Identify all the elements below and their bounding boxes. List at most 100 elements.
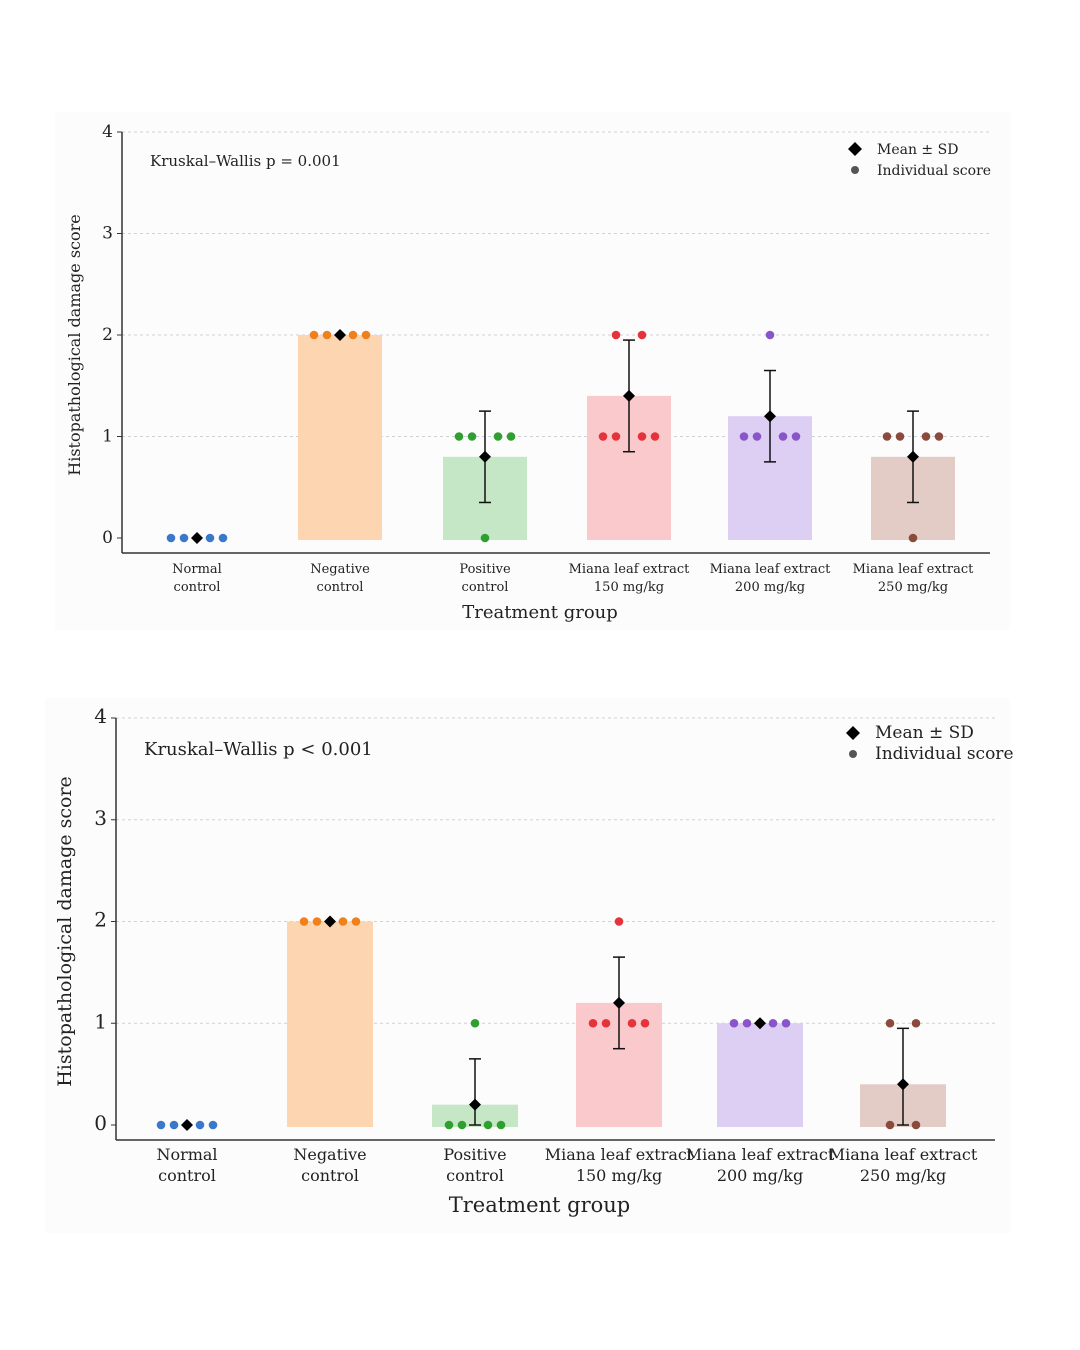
chart-bottom-svg: 0 1 2 3 4 Normal control Negative control Positiv… xyxy=(54,704,1014,1217)
x-tick-label: control xyxy=(158,1166,216,1185)
y-tick-label: 1 xyxy=(94,1009,107,1033)
y-axis-title: Histopathological damage score xyxy=(65,214,84,476)
data-point xyxy=(911,1018,921,1028)
data-point xyxy=(467,432,477,441)
bar xyxy=(717,1023,803,1127)
x-tick-label: Normal xyxy=(172,562,222,577)
data-point xyxy=(470,1018,480,1028)
x-tick-label: Miana leaf extract xyxy=(853,562,975,577)
x-tick-label: 150 mg/kg xyxy=(576,1166,662,1185)
data-point xyxy=(299,917,309,926)
data-point xyxy=(312,917,322,926)
mean-marker xyxy=(907,450,919,463)
y-tick-label: 1 xyxy=(102,427,113,447)
mean-marker xyxy=(764,410,776,423)
bar xyxy=(287,921,373,1127)
y-tick-label: 4 xyxy=(102,122,113,142)
x-tick-label: Miana leaf extract xyxy=(829,1145,978,1164)
x-tick-label: Miana leaf extract xyxy=(686,1145,835,1164)
x-tick-label: control xyxy=(174,580,221,595)
data-point xyxy=(348,330,358,340)
y-tick-label: 3 xyxy=(102,224,113,244)
data-point xyxy=(506,432,516,441)
data-point xyxy=(650,432,660,441)
chart-top-svg: 0 1 2 3 4 Normal control Negative control Positiv… xyxy=(65,122,991,623)
data-point xyxy=(640,1018,650,1028)
data-point xyxy=(496,1120,506,1130)
data-point xyxy=(338,917,348,926)
x-axis-title: Treatment group xyxy=(462,602,618,623)
data-point xyxy=(483,1120,493,1130)
data-point xyxy=(493,432,503,441)
legend-mean-icon xyxy=(848,142,862,156)
x-tick-label: Positive xyxy=(459,562,511,577)
data-point xyxy=(765,330,775,340)
data-point xyxy=(309,330,319,340)
data-point xyxy=(444,1120,454,1130)
chart-top: 0 1 2 3 4 Normal control Negative control Positiv… xyxy=(55,112,1010,630)
mean-marker xyxy=(897,1078,909,1091)
data-point xyxy=(895,432,905,441)
data-point xyxy=(637,432,647,441)
data-point xyxy=(781,1018,791,1028)
data-point xyxy=(611,330,621,340)
legend-mean-label: Mean ± SD xyxy=(875,723,974,743)
data-point xyxy=(480,533,490,543)
legend-point-label: Individual score xyxy=(875,744,1014,764)
x-tick-label: Negative xyxy=(310,562,370,577)
mean-marker xyxy=(613,996,625,1009)
data-point xyxy=(351,917,361,926)
chart-bottom: 0 1 2 3 4 Normal control Negative control Positiv… xyxy=(45,698,1014,1233)
x-tick-label: 250 mg/kg xyxy=(878,580,948,595)
data-point xyxy=(739,432,749,441)
data-point xyxy=(911,1120,921,1130)
data-point xyxy=(218,533,228,543)
data-point xyxy=(614,917,624,926)
data-point xyxy=(885,1018,895,1028)
data-point xyxy=(729,1018,739,1028)
data-point xyxy=(457,1120,467,1130)
legend-point-icon xyxy=(849,750,857,758)
x-tick-label: Positive xyxy=(443,1145,506,1164)
data-point xyxy=(637,330,647,340)
data-point xyxy=(208,1120,218,1130)
data-point xyxy=(588,1018,598,1028)
y-tick-label: 3 xyxy=(94,806,107,830)
data-point xyxy=(322,330,332,340)
data-point xyxy=(921,432,931,441)
legend-mean-icon xyxy=(846,726,860,740)
kruskal-wallis-annotation: Kruskal–Wallis p = 0.001 xyxy=(150,152,341,170)
data-point xyxy=(611,432,621,441)
data-point xyxy=(601,1018,611,1028)
y-tick-label: 2 xyxy=(102,325,113,345)
mean-marker xyxy=(324,915,336,928)
x-axis-title: Treatment group xyxy=(449,1193,631,1217)
bar xyxy=(298,335,382,540)
x-tick-label: control xyxy=(462,580,509,595)
data-point xyxy=(598,432,608,441)
y-tick-label: 4 xyxy=(94,704,107,728)
y-tick-label: 0 xyxy=(94,1111,107,1135)
data-point xyxy=(768,1018,778,1028)
kruskal-wallis-annotation: Kruskal–Wallis p < 0.001 xyxy=(144,739,373,760)
x-tick-label: Miana leaf extract xyxy=(710,562,832,577)
data-point xyxy=(205,533,215,543)
x-tick-label: 200 mg/kg xyxy=(717,1166,803,1185)
mean-marker xyxy=(181,1119,193,1131)
data-point xyxy=(885,1120,895,1130)
data-point xyxy=(627,1018,637,1028)
x-tick-label: Negative xyxy=(293,1145,366,1164)
x-tick-label: Normal xyxy=(156,1145,217,1164)
y-tick-label: 0 xyxy=(102,528,113,548)
x-tick-label: 250 mg/kg xyxy=(860,1166,946,1185)
data-point xyxy=(179,533,189,543)
x-tick-label: control xyxy=(317,580,364,595)
mean-marker xyxy=(479,450,491,463)
data-point xyxy=(156,1120,166,1130)
y-tick-label: 2 xyxy=(94,908,107,932)
data-point xyxy=(454,432,464,441)
x-tick-label: Miana leaf extract xyxy=(569,562,691,577)
x-tick-label: 150 mg/kg xyxy=(594,580,664,595)
data-point xyxy=(791,432,801,441)
y-axis-title: Histopathological damage score xyxy=(54,776,76,1087)
